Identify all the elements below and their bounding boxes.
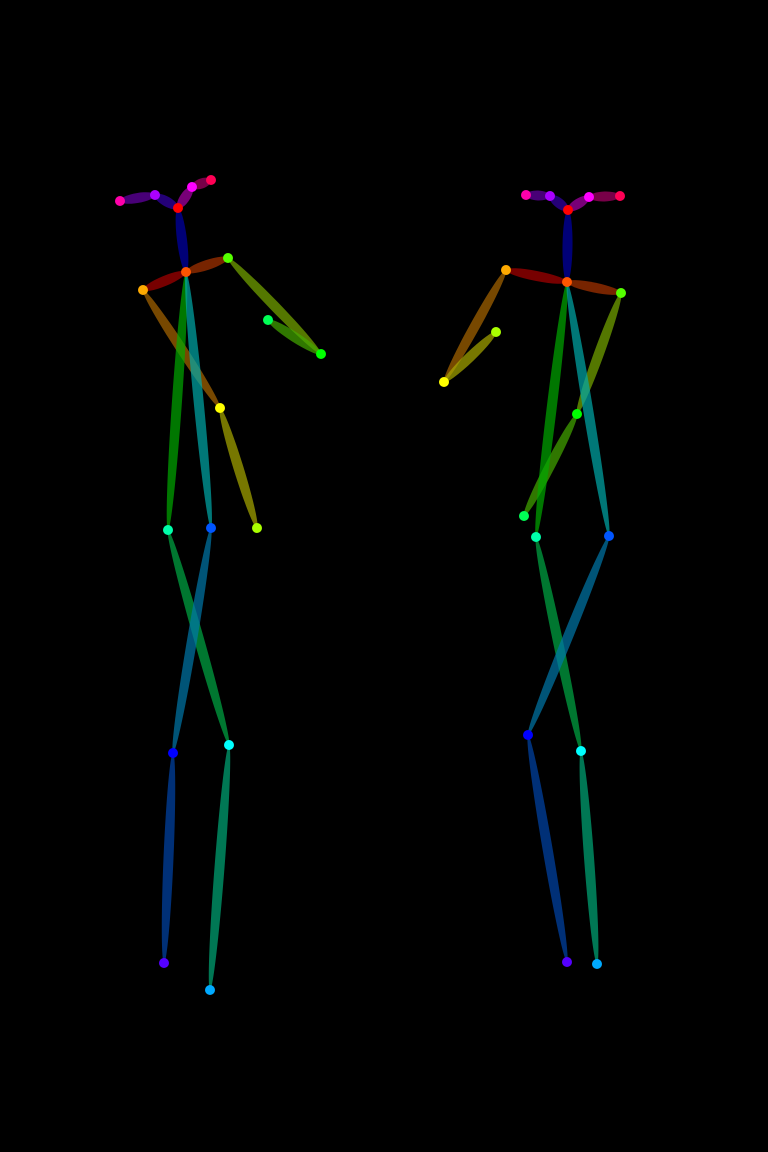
figure-left	[115, 175, 326, 995]
limb-neck-lsh	[566, 280, 622, 295]
joint-rank	[592, 959, 602, 969]
limb-relb-rwr	[443, 331, 497, 383]
limb-lknee-lank	[527, 734, 568, 963]
joint-reye	[545, 191, 555, 201]
joint-rsh	[501, 265, 511, 275]
joint-leye	[584, 192, 594, 202]
limb-neck-rhip	[166, 271, 188, 531]
limb-lhip-lknee	[527, 535, 610, 736]
joint-lknee	[523, 730, 533, 740]
limb-rknee-rank	[208, 744, 231, 991]
joint-lear	[206, 175, 216, 185]
limb-nose-leye	[176, 186, 194, 209]
limb-nose-leye	[567, 195, 590, 212]
joint-lhip	[206, 523, 216, 533]
joint-relb	[439, 377, 449, 387]
limb-neck-nose	[562, 209, 573, 283]
joint-rsh	[138, 285, 148, 295]
joint-relb	[215, 403, 225, 413]
limb-neck-rsh	[142, 270, 187, 292]
limb-neck-lsh	[185, 256, 229, 274]
limb-neck-lhip	[566, 281, 610, 537]
joint-nose	[173, 203, 183, 213]
joint-rwr	[252, 523, 262, 533]
joint-rear	[521, 190, 531, 200]
limb-rhip-rknee	[167, 529, 230, 746]
joint-lwr	[263, 315, 273, 325]
joint-rhip	[163, 525, 173, 535]
limb-leye-lear	[588, 191, 621, 202]
joint-rear	[115, 196, 125, 206]
joint-lelb	[316, 349, 326, 359]
joint-rknee	[576, 746, 586, 756]
joint-rhip	[531, 532, 541, 542]
joint-rwr	[491, 327, 501, 337]
limb-neck-rsh	[505, 268, 568, 284]
limb-neck-rhip	[535, 281, 568, 538]
limb-rknee-rank	[579, 750, 599, 965]
limb-lsh-lelb	[227, 257, 322, 355]
joint-lank	[562, 957, 572, 967]
joint-leye	[187, 182, 197, 192]
joint-reye	[150, 190, 160, 200]
joint-lsh	[223, 253, 233, 263]
limb-reye-rear	[119, 192, 156, 204]
joint-neck	[181, 267, 191, 277]
joint-lwr	[519, 511, 529, 521]
joint-lsh	[616, 288, 626, 298]
limb-neck-lhip	[185, 271, 212, 529]
limb-neck-nose	[175, 207, 189, 273]
limb-lelb-lwr	[267, 319, 322, 355]
joint-lknee	[168, 748, 178, 758]
limb-reye-rear	[525, 190, 551, 201]
joint-rank	[205, 985, 215, 995]
joint-lhip	[604, 531, 614, 541]
limb-lelb-lwr	[523, 413, 578, 517]
limb-rsh-relb	[443, 269, 507, 383]
joint-rknee	[224, 740, 234, 750]
joint-lank	[159, 958, 169, 968]
joint-lear	[615, 191, 625, 201]
joint-nose	[563, 205, 573, 215]
joint-neck	[562, 277, 572, 287]
figures-layer	[115, 175, 626, 995]
limb-lknee-lank	[161, 752, 176, 964]
limb-relb-rwr	[219, 407, 258, 529]
joint-lelb	[572, 409, 582, 419]
limb-nose-reye	[549, 194, 569, 212]
limb-rhip-rknee	[535, 536, 582, 752]
limb-lhip-lknee	[172, 527, 212, 754]
figure-right	[439, 190, 626, 969]
limb-nose-reye	[154, 193, 179, 210]
